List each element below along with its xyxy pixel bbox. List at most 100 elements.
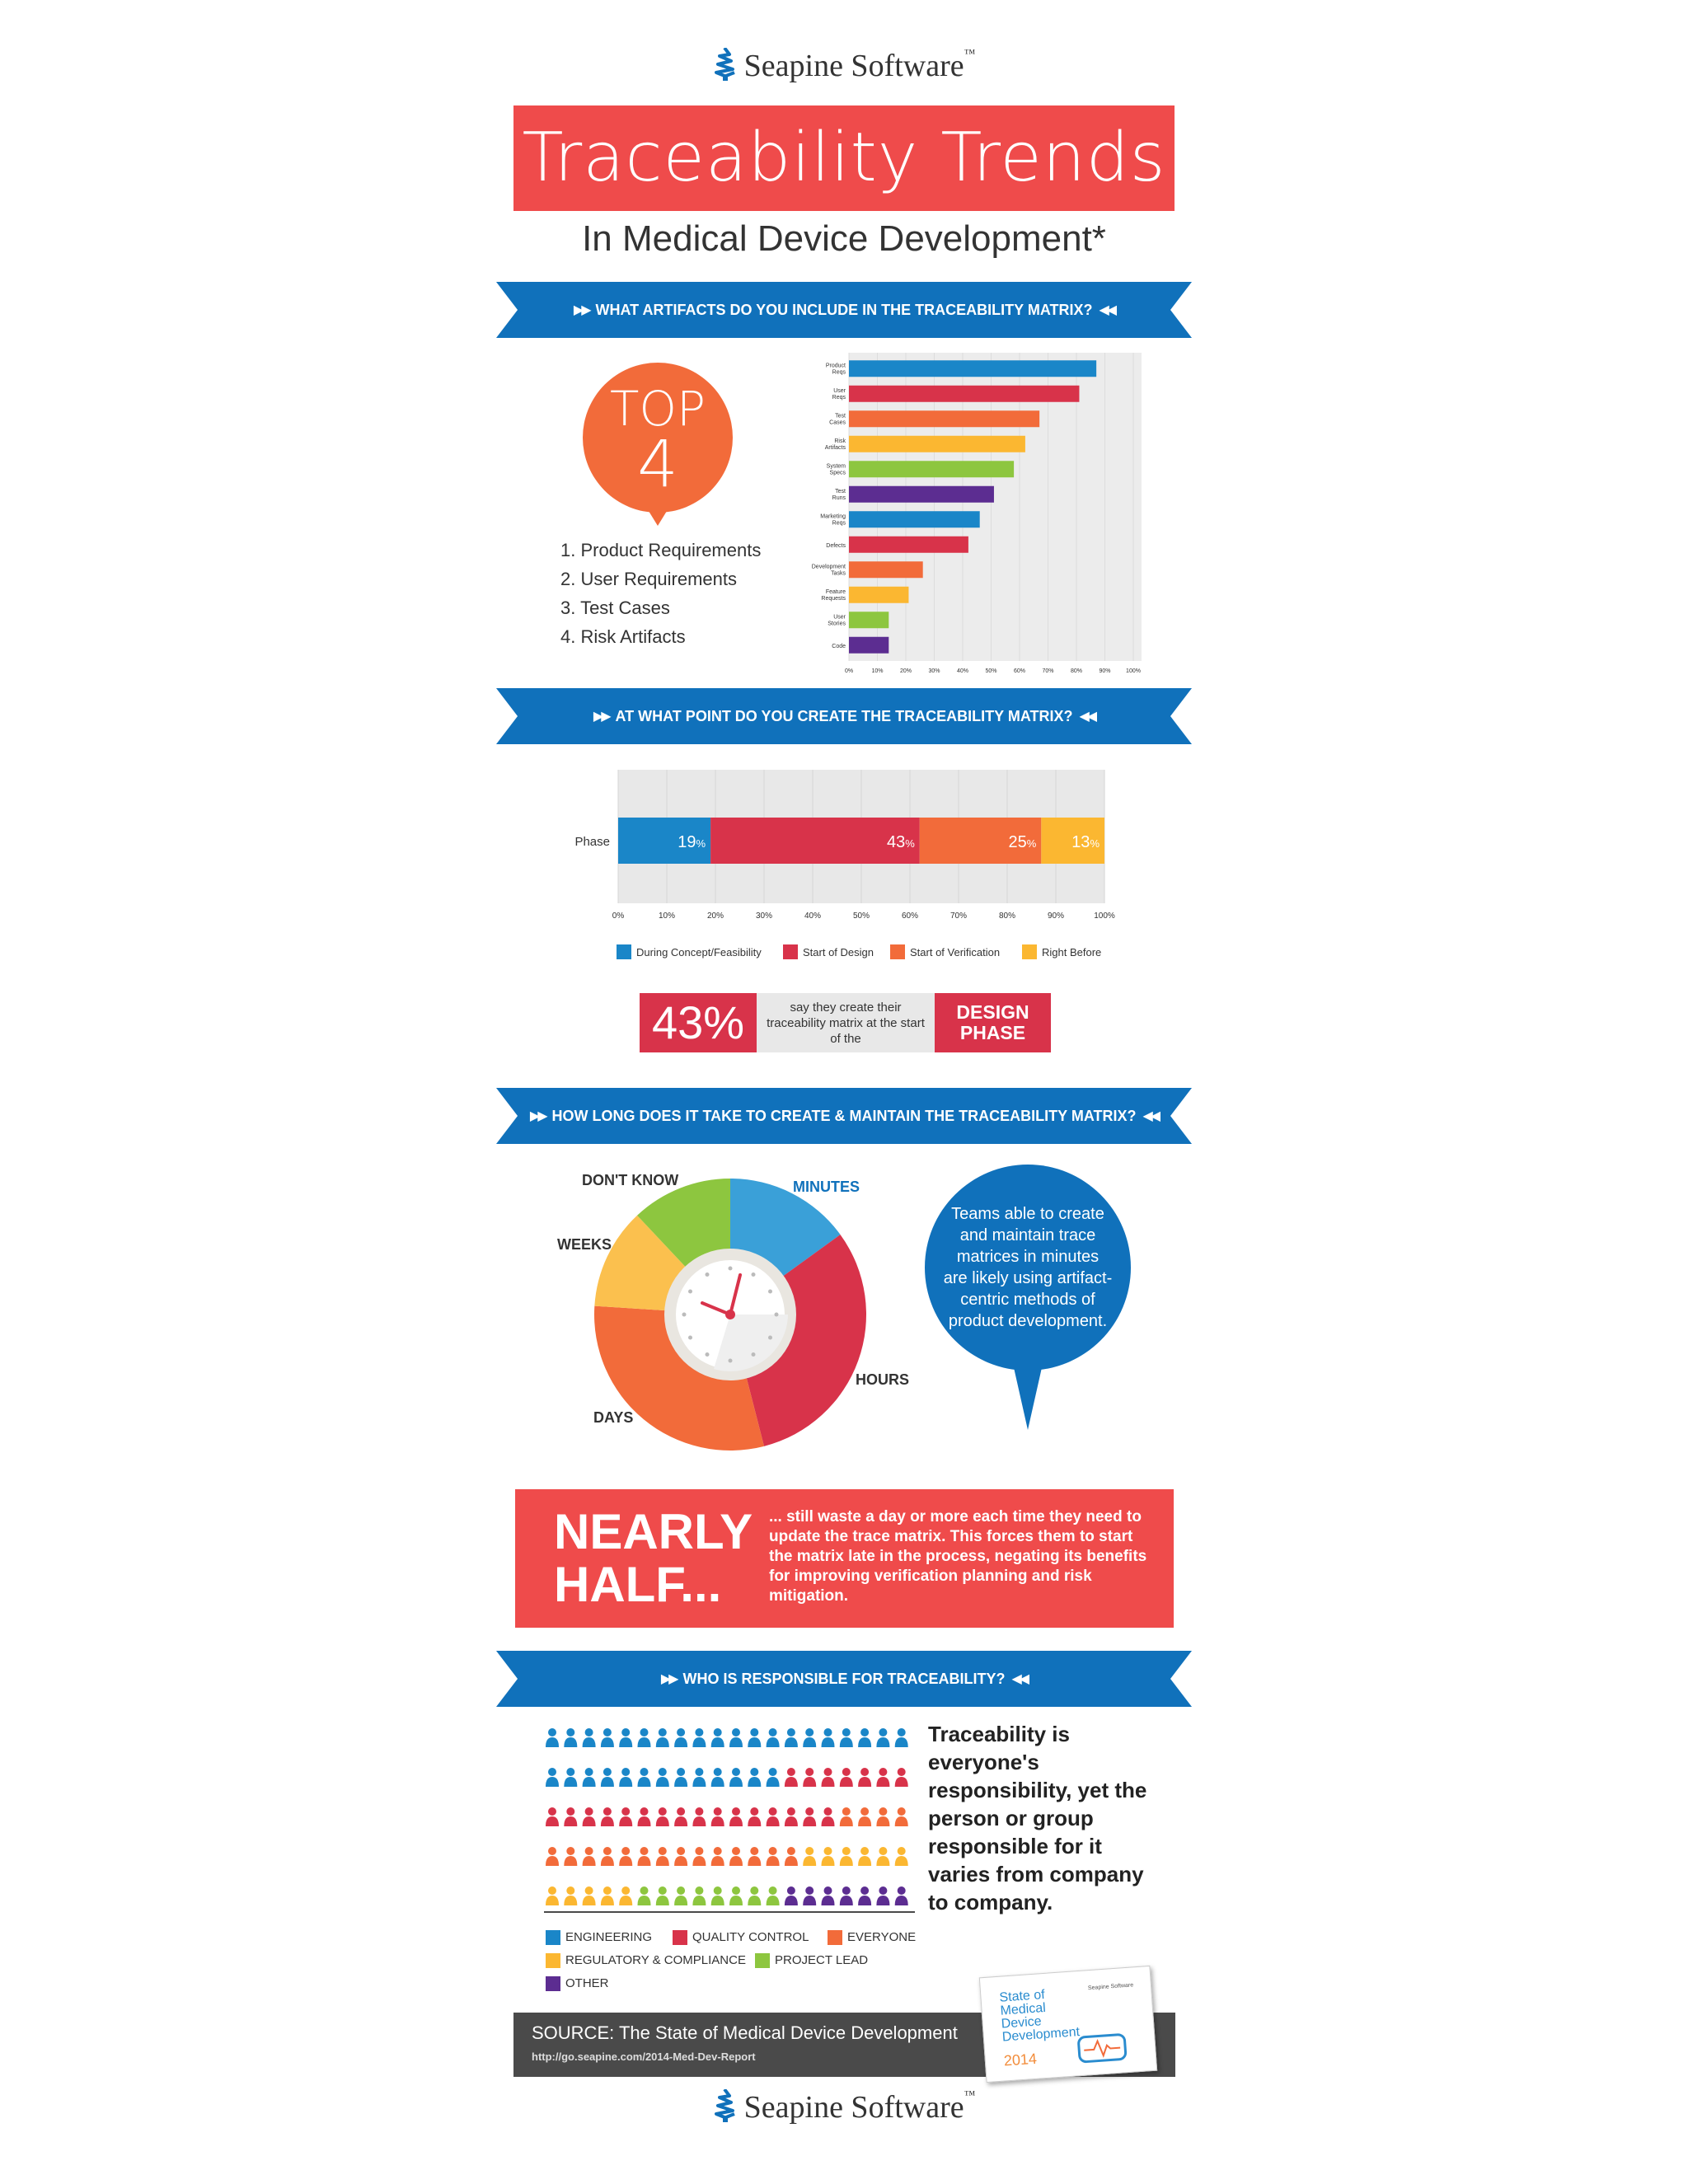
person-icon bbox=[876, 1728, 890, 1747]
person-icon bbox=[821, 1847, 835, 1866]
person-icon bbox=[784, 1807, 798, 1826]
category-label: Defects bbox=[826, 543, 846, 549]
category-label: User Reqs bbox=[832, 388, 846, 401]
person-icon bbox=[729, 1847, 743, 1866]
plot-background bbox=[849, 353, 1142, 661]
person-icon bbox=[600, 1768, 614, 1787]
person-icon bbox=[655, 1768, 669, 1787]
person-icon bbox=[839, 1728, 853, 1747]
person-icon bbox=[582, 1847, 596, 1866]
section-heading-responsible: ▶▶ WHO IS RESPONSIBLE FOR TRACEABILITY? ◀◀ bbox=[496, 1651, 1192, 1707]
section2-heading-text: AT WHAT POINT DO YOU CREATE THE TRACEABI… bbox=[615, 708, 1073, 724]
person-icon bbox=[582, 1807, 596, 1826]
person-icon bbox=[710, 1807, 724, 1826]
person-icon bbox=[692, 1768, 706, 1787]
x-tick-label: 90% bbox=[1099, 668, 1110, 674]
legend-swatch bbox=[673, 1930, 687, 1946]
person-icon bbox=[546, 1728, 559, 1747]
legend-item: OTHER bbox=[546, 1976, 609, 1992]
nearly-half-text: ... still waste a day or more each time … bbox=[769, 1508, 1147, 1605]
people-pictograph bbox=[544, 1728, 915, 1913]
callout-text: say they create their traceability matri… bbox=[757, 993, 935, 1052]
person-icon bbox=[839, 1768, 853, 1787]
clock-tick bbox=[767, 1335, 772, 1340]
person-icon bbox=[803, 1886, 817, 1905]
slice-label: DAYS bbox=[593, 1409, 633, 1426]
x-tick-label: 30% bbox=[928, 668, 940, 674]
person-icon bbox=[858, 1847, 872, 1866]
person-icon bbox=[858, 1768, 872, 1787]
bar-segment bbox=[618, 818, 711, 864]
bar bbox=[849, 561, 923, 579]
person-icon bbox=[729, 1807, 743, 1826]
tree-icon bbox=[713, 47, 736, 89]
person-icon bbox=[710, 1728, 724, 1747]
source-url[interactable]: http://go.seapine.com/2014-Med-Dev-Repor… bbox=[532, 2050, 756, 2063]
person-icon bbox=[637, 1728, 651, 1747]
chevron-left-icon: ◀◀ bbox=[1099, 303, 1117, 318]
person-icon bbox=[766, 1847, 780, 1866]
legend-swatch bbox=[783, 944, 798, 959]
person-icon bbox=[655, 1847, 669, 1866]
list-item: 4. Risk Artifacts bbox=[560, 626, 686, 647]
x-tick-label: 50% bbox=[985, 668, 996, 674]
legend-label: OTHER bbox=[565, 1976, 609, 1990]
top4-number: 4 bbox=[637, 428, 678, 502]
x-tick-label: 20% bbox=[900, 668, 912, 674]
section-heading-time: ▶▶ HOW LONG DOES IT TAKE TO CREATE & MAIN… bbox=[496, 1088, 1192, 1144]
chevron-left-icon: ◀◀ bbox=[1142, 1109, 1160, 1124]
x-tick-label: 90% bbox=[1048, 912, 1064, 921]
x-tick-label: 100% bbox=[1126, 668, 1141, 674]
person-icon bbox=[600, 1728, 614, 1747]
person-icon bbox=[655, 1807, 669, 1826]
person-icon bbox=[637, 1847, 651, 1866]
person-icon bbox=[619, 1847, 633, 1866]
category-label: Marketing Reqs bbox=[820, 513, 846, 526]
top4-word: TOP bbox=[609, 381, 706, 437]
legend-label: Start of Design bbox=[803, 946, 874, 958]
person-icon bbox=[674, 1886, 688, 1905]
artifacts-bar-chart: 0% 10% 20% 30% 40% 50% 60% 70% 80% 90% 100% Product… bbox=[812, 353, 1142, 674]
legend-swatch bbox=[1022, 944, 1037, 959]
slice bbox=[594, 1215, 687, 1311]
clock-tick bbox=[728, 1358, 733, 1363]
person-icon bbox=[876, 1886, 890, 1905]
person-icon bbox=[619, 1768, 633, 1787]
nearly-half-headline: NEARLY HALF... bbox=[554, 1504, 753, 1612]
category-label: Development Tasks bbox=[812, 564, 846, 576]
legend-label: During Concept/Feasibility bbox=[636, 946, 762, 958]
person-icon bbox=[564, 1847, 578, 1866]
slice bbox=[730, 1179, 841, 1277]
x-tick-label: 80% bbox=[1071, 668, 1082, 674]
slice-label: DON'T KNOW bbox=[582, 1172, 678, 1188]
person-icon bbox=[564, 1807, 578, 1826]
bar bbox=[849, 461, 1015, 478]
person-icon bbox=[710, 1886, 724, 1905]
person-icon bbox=[821, 1728, 835, 1747]
section3-heading-text: HOW LONG DOES IT TAKE TO CREATE & MAINTA… bbox=[551, 1108, 1137, 1124]
person-icon bbox=[729, 1728, 743, 1747]
person-icon bbox=[729, 1886, 743, 1905]
person-icon bbox=[876, 1807, 890, 1826]
category-label: Test Runs bbox=[832, 489, 846, 501]
person-icon bbox=[766, 1886, 780, 1905]
category-label: Phase bbox=[574, 835, 610, 849]
category-label: Test Cases bbox=[829, 413, 846, 425]
clock-tick bbox=[705, 1352, 710, 1357]
person-icon bbox=[582, 1728, 596, 1747]
section4-heading-text: WHO IS RESPONSIBLE FOR TRACEABILITY? bbox=[682, 1671, 1006, 1687]
person-icon bbox=[784, 1768, 798, 1787]
trademark: ™ bbox=[964, 48, 976, 60]
person-icon bbox=[784, 1847, 798, 1866]
top4-bubble: TOP 4 bbox=[583, 363, 733, 513]
legend-item: REGULATORY & COMPLIANCE bbox=[546, 1953, 746, 1969]
person-icon bbox=[821, 1807, 835, 1826]
person-icon bbox=[710, 1768, 724, 1787]
list-item: 3. Test Cases bbox=[560, 598, 670, 618]
person-icon bbox=[729, 1768, 743, 1787]
person-icon bbox=[619, 1728, 633, 1747]
trademark: ™ bbox=[964, 2089, 976, 2102]
clock-tick bbox=[688, 1289, 693, 1294]
person-icon bbox=[619, 1807, 633, 1826]
person-icon bbox=[582, 1886, 596, 1905]
